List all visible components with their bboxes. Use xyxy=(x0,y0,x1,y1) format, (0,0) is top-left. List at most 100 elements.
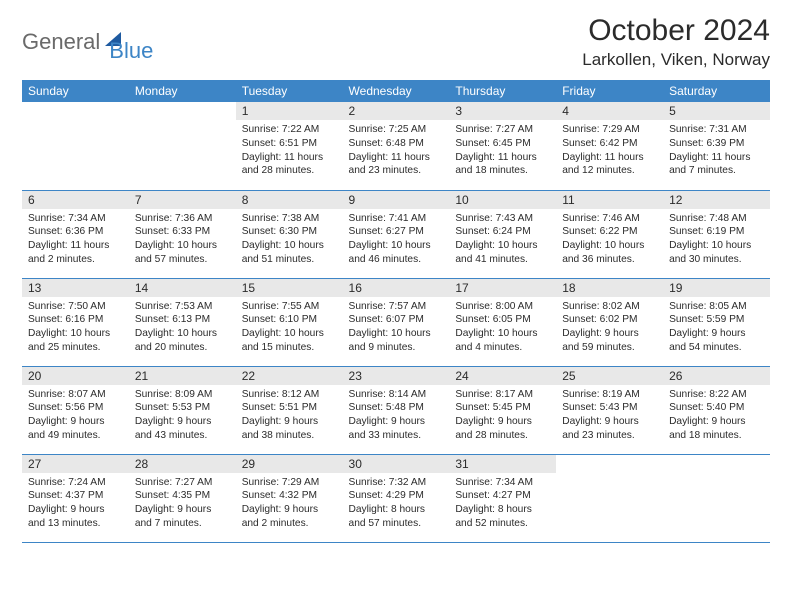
month-title: October 2024 xyxy=(582,14,770,48)
sunset-text: Sunset: 6:05 PM xyxy=(455,313,550,327)
day-details: Sunrise: 8:17 AMSunset: 5:45 PMDaylight:… xyxy=(449,385,556,447)
day-details: Sunrise: 7:34 AMSunset: 6:36 PMDaylight:… xyxy=(22,209,129,271)
weekday-header: Tuesday xyxy=(236,80,343,102)
header: General Blue October 2024 Larkollen, Vik… xyxy=(22,14,770,70)
daylight-text: Daylight: 10 hours and 46 minutes. xyxy=(349,239,444,267)
weekday-header: Wednesday xyxy=(343,80,450,102)
day-details: Sunrise: 7:25 AMSunset: 6:48 PMDaylight:… xyxy=(343,120,450,182)
daylight-text: Daylight: 9 hours and 13 minutes. xyxy=(28,503,123,531)
sunset-text: Sunset: 6:02 PM xyxy=(562,313,657,327)
calendar-day-cell xyxy=(556,454,663,542)
calendar-day-cell: 17Sunrise: 8:00 AMSunset: 6:05 PMDayligh… xyxy=(449,278,556,366)
sunset-text: Sunset: 4:27 PM xyxy=(455,489,550,503)
calendar-day-cell: 4Sunrise: 7:29 AMSunset: 6:42 PMDaylight… xyxy=(556,102,663,190)
calendar-day-cell: 7Sunrise: 7:36 AMSunset: 6:33 PMDaylight… xyxy=(129,190,236,278)
daylight-text: Daylight: 10 hours and 9 minutes. xyxy=(349,327,444,355)
calendar-day-cell: 25Sunrise: 8:19 AMSunset: 5:43 PMDayligh… xyxy=(556,366,663,454)
day-number: 14 xyxy=(129,279,236,297)
sunrise-text: Sunrise: 7:50 AM xyxy=(28,300,123,314)
weekday-header: Sunday xyxy=(22,80,129,102)
day-details: Sunrise: 7:55 AMSunset: 6:10 PMDaylight:… xyxy=(236,297,343,359)
calendar-day-cell: 13Sunrise: 7:50 AMSunset: 6:16 PMDayligh… xyxy=(22,278,129,366)
sunrise-text: Sunrise: 8:09 AM xyxy=(135,388,230,402)
sunrise-text: Sunrise: 7:34 AM xyxy=(28,212,123,226)
day-number xyxy=(129,102,236,120)
sunset-text: Sunset: 5:51 PM xyxy=(242,401,337,415)
sunset-text: Sunset: 4:35 PM xyxy=(135,489,230,503)
sunset-text: Sunset: 5:48 PM xyxy=(349,401,444,415)
sunrise-text: Sunrise: 7:38 AM xyxy=(242,212,337,226)
sunset-text: Sunset: 5:59 PM xyxy=(669,313,764,327)
day-number: 3 xyxy=(449,102,556,120)
day-details: Sunrise: 7:29 AMSunset: 6:42 PMDaylight:… xyxy=(556,120,663,182)
day-number: 7 xyxy=(129,191,236,209)
day-details: Sunrise: 7:57 AMSunset: 6:07 PMDaylight:… xyxy=(343,297,450,359)
daylight-text: Daylight: 9 hours and 33 minutes. xyxy=(349,415,444,443)
day-number: 15 xyxy=(236,279,343,297)
sunrise-text: Sunrise: 8:07 AM xyxy=(28,388,123,402)
daylight-text: Daylight: 11 hours and 18 minutes. xyxy=(455,151,550,179)
calendar-day-cell: 12Sunrise: 7:48 AMSunset: 6:19 PMDayligh… xyxy=(663,190,770,278)
day-number xyxy=(22,102,129,120)
day-number: 31 xyxy=(449,455,556,473)
sunset-text: Sunset: 6:45 PM xyxy=(455,137,550,151)
calendar-week-row: 27Sunrise: 7:24 AMSunset: 4:37 PMDayligh… xyxy=(22,454,770,542)
day-details: Sunrise: 7:31 AMSunset: 6:39 PMDaylight:… xyxy=(663,120,770,182)
daylight-text: Daylight: 10 hours and 25 minutes. xyxy=(28,327,123,355)
sunrise-text: Sunrise: 8:12 AM xyxy=(242,388,337,402)
calendar-day-cell: 2Sunrise: 7:25 AMSunset: 6:48 PMDaylight… xyxy=(343,102,450,190)
weekday-header-row: Sunday Monday Tuesday Wednesday Thursday… xyxy=(22,80,770,102)
sunset-text: Sunset: 6:19 PM xyxy=(669,225,764,239)
weekday-header: Thursday xyxy=(449,80,556,102)
calendar-day-cell: 27 Sunrise: 7:24 AMSunset: 4:37 PMDayligh… xyxy=(22,454,129,542)
sunrise-text: Sunrise: 7:36 AM xyxy=(135,212,230,226)
calendar-day-cell: 16Sunrise: 7:57 AMSunset: 6:07 PMDayligh… xyxy=(343,278,450,366)
sunset-text: Sunset: 6:24 PM xyxy=(455,225,550,239)
daylight-text: Daylight: 9 hours and 43 minutes. xyxy=(135,415,230,443)
sunrise-text: Sunrise: 8:19 AM xyxy=(562,388,657,402)
location-label: Larkollen, Viken, Norway xyxy=(582,50,770,70)
sunset-text: Sunset: 5:40 PM xyxy=(669,401,764,415)
day-details: Sunrise: 7:22 AMSunset: 6:51 PMDaylight:… xyxy=(236,120,343,182)
sunrise-text: Sunrise: 8:22 AM xyxy=(669,388,764,402)
calendar-day-cell: 19Sunrise: 8:05 AMSunset: 5:59 PMDayligh… xyxy=(663,278,770,366)
day-number: 6 xyxy=(22,191,129,209)
daylight-text: Daylight: 8 hours and 57 minutes. xyxy=(349,503,444,531)
sunrise-text: Sunrise: 7:48 AM xyxy=(669,212,764,226)
sunset-text: Sunset: 6:39 PM xyxy=(669,137,764,151)
sunrise-text: Sunrise: 7:24 AM xyxy=(28,476,123,490)
title-area: October 2024 Larkollen, Viken, Norway xyxy=(582,14,770,70)
sunset-text: Sunset: 4:37 PM xyxy=(28,489,123,503)
calendar-day-cell: 29Sunrise: 7:29 AMSunset: 4:32 PMDayligh… xyxy=(236,454,343,542)
day-number: 18 xyxy=(556,279,663,297)
day-number: 26 xyxy=(663,367,770,385)
calendar-day-cell: 28Sunrise: 7:27 AMSunset: 4:35 PMDayligh… xyxy=(129,454,236,542)
sunrise-text: Sunrise: 7:32 AM xyxy=(349,476,444,490)
day-details: Sunrise: 7:50 AMSunset: 6:16 PMDaylight:… xyxy=(22,297,129,359)
sunrise-text: Sunrise: 8:14 AM xyxy=(349,388,444,402)
day-number: 1 xyxy=(236,102,343,120)
day-details: Sunrise: 8:09 AMSunset: 5:53 PMDaylight:… xyxy=(129,385,236,447)
calendar-day-cell: 31Sunrise: 7:34 AMSunset: 4:27 PMDayligh… xyxy=(449,454,556,542)
calendar-week-row: 20Sunrise: 8:07 AMSunset: 5:56 PMDayligh… xyxy=(22,366,770,454)
calendar-week-row: 1Sunrise: 7:22 AMSunset: 6:51 PMDaylight… xyxy=(22,102,770,190)
daylight-text: Daylight: 11 hours and 28 minutes. xyxy=(242,151,337,179)
calendar-day-cell: 10Sunrise: 7:43 AMSunset: 6:24 PMDayligh… xyxy=(449,190,556,278)
calendar-day-cell: 3Sunrise: 7:27 AMSunset: 6:45 PMDaylight… xyxy=(449,102,556,190)
daylight-text: Daylight: 11 hours and 7 minutes. xyxy=(669,151,764,179)
sunset-text: Sunset: 6:22 PM xyxy=(562,225,657,239)
sunset-text: Sunset: 6:51 PM xyxy=(242,137,337,151)
day-number: 23 xyxy=(343,367,450,385)
calendar-day-cell: 15Sunrise: 7:55 AMSunset: 6:10 PMDayligh… xyxy=(236,278,343,366)
day-number: 30 xyxy=(343,455,450,473)
calendar-day-cell: 22Sunrise: 8:12 AMSunset: 5:51 PMDayligh… xyxy=(236,366,343,454)
logo-text-blue: Blue xyxy=(109,38,153,64)
day-number: 11 xyxy=(556,191,663,209)
calendar-day-cell: 23 Sunrise: 8:14 AMSunset: 5:48 PMDayligh… xyxy=(343,366,450,454)
daylight-text: Daylight: 11 hours and 23 minutes. xyxy=(349,151,444,179)
day-number: 27 xyxy=(22,455,129,473)
sunset-text: Sunset: 6:48 PM xyxy=(349,137,444,151)
daylight-text: Daylight: 10 hours and 30 minutes. xyxy=(669,239,764,267)
sunrise-text: Sunrise: 7:57 AM xyxy=(349,300,444,314)
sunrise-text: Sunrise: 8:00 AM xyxy=(455,300,550,314)
